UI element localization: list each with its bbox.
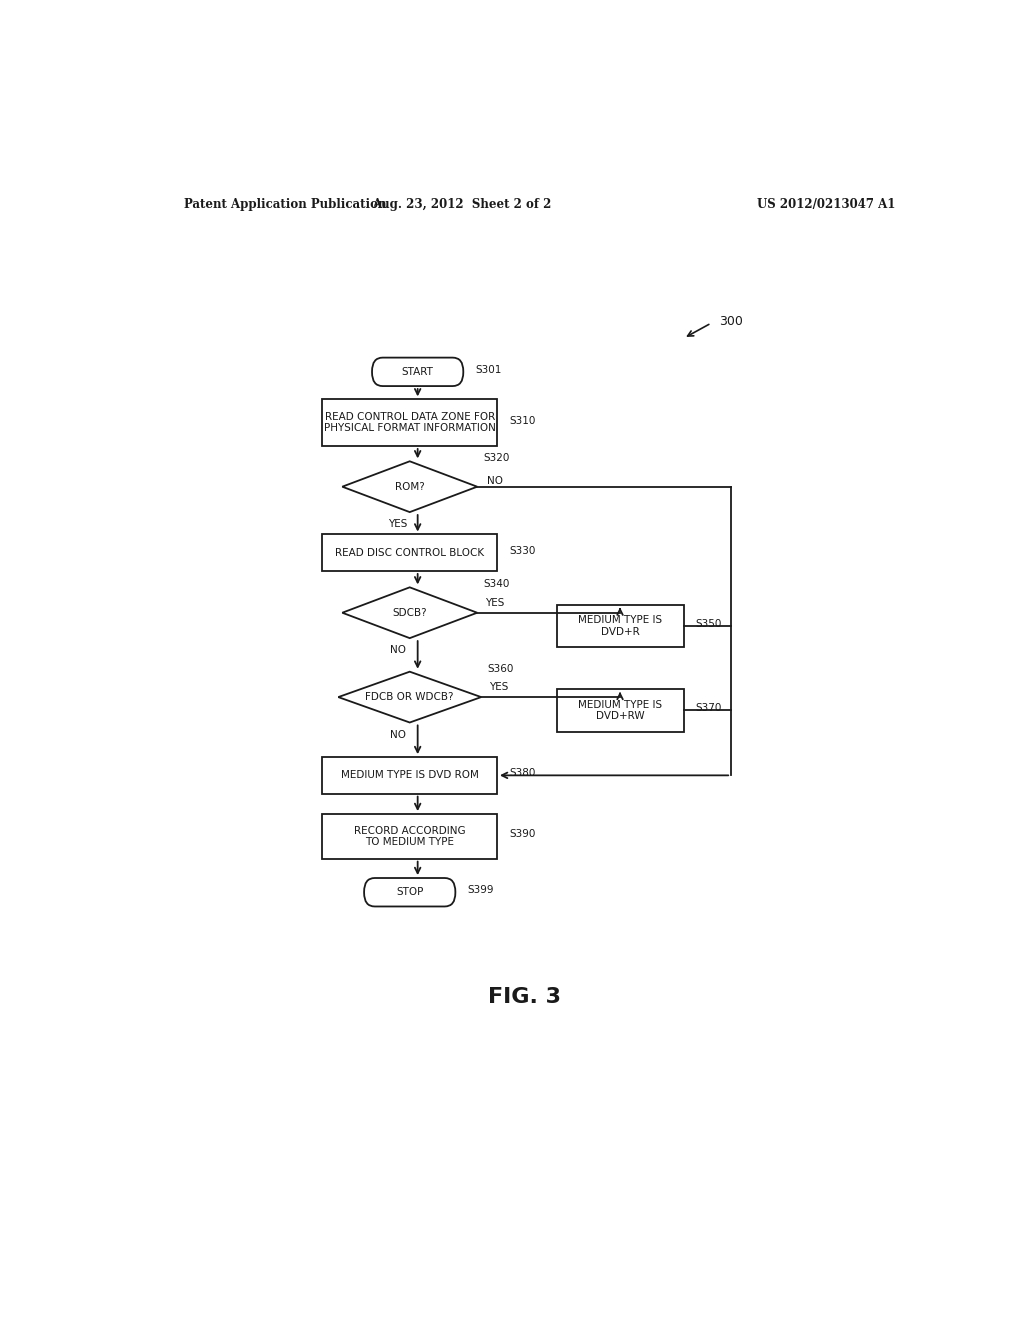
Text: START: START [401,367,433,376]
Text: S330: S330 [509,545,536,556]
Text: YES: YES [485,598,505,607]
Text: S340: S340 [483,579,510,589]
Polygon shape [342,461,477,512]
Text: FIG. 3: FIG. 3 [488,987,561,1007]
Text: S390: S390 [509,829,536,840]
Text: NO: NO [390,730,406,739]
Polygon shape [338,672,481,722]
Text: 300: 300 [719,314,743,327]
Text: YES: YES [489,682,509,692]
FancyBboxPatch shape [372,358,463,385]
Bar [557,689,684,731]
Text: S360: S360 [487,664,514,673]
Text: FDCB OR WDCB?: FDCB OR WDCB? [366,692,454,702]
Bar [323,535,497,572]
Text: Aug. 23, 2012  Sheet 2 of 2: Aug. 23, 2012 Sheet 2 of 2 [372,198,551,211]
Polygon shape [342,587,477,638]
FancyBboxPatch shape [365,878,456,907]
Text: YES: YES [388,519,408,529]
Text: S399: S399 [467,886,494,895]
Bar [557,605,684,647]
Text: RECORD ACCORDING
TO MEDIUM TYPE: RECORD ACCORDING TO MEDIUM TYPE [354,825,466,847]
Text: NO: NO [486,475,503,486]
Text: S301: S301 [475,364,502,375]
Text: READ CONTROL DATA ZONE FOR
PHYSICAL FORMAT INFORMATION: READ CONTROL DATA ZONE FOR PHYSICAL FORM… [324,412,496,433]
Text: READ DISC CONTROL BLOCK: READ DISC CONTROL BLOCK [335,548,484,558]
Text: S310: S310 [509,416,536,425]
Bar [323,399,497,446]
Text: MEDIUM TYPE IS
DVD+RW: MEDIUM TYPE IS DVD+RW [578,700,663,721]
Text: US 2012/0213047 A1: US 2012/0213047 A1 [757,198,896,211]
Bar [323,814,497,859]
Bar [323,758,497,793]
Text: MEDIUM TYPE IS DVD ROM: MEDIUM TYPE IS DVD ROM [341,771,478,780]
Text: S370: S370 [695,704,722,713]
Text: SDCB?: SDCB? [392,607,427,618]
Text: S350: S350 [695,619,722,628]
Text: MEDIUM TYPE IS
DVD+R: MEDIUM TYPE IS DVD+R [578,615,663,636]
Text: Patent Application Publication: Patent Application Publication [183,198,386,211]
Text: S380: S380 [509,768,536,779]
Text: ROM?: ROM? [395,482,425,491]
Text: NO: NO [390,645,406,655]
Text: STOP: STOP [396,887,423,898]
Text: S320: S320 [483,453,510,463]
